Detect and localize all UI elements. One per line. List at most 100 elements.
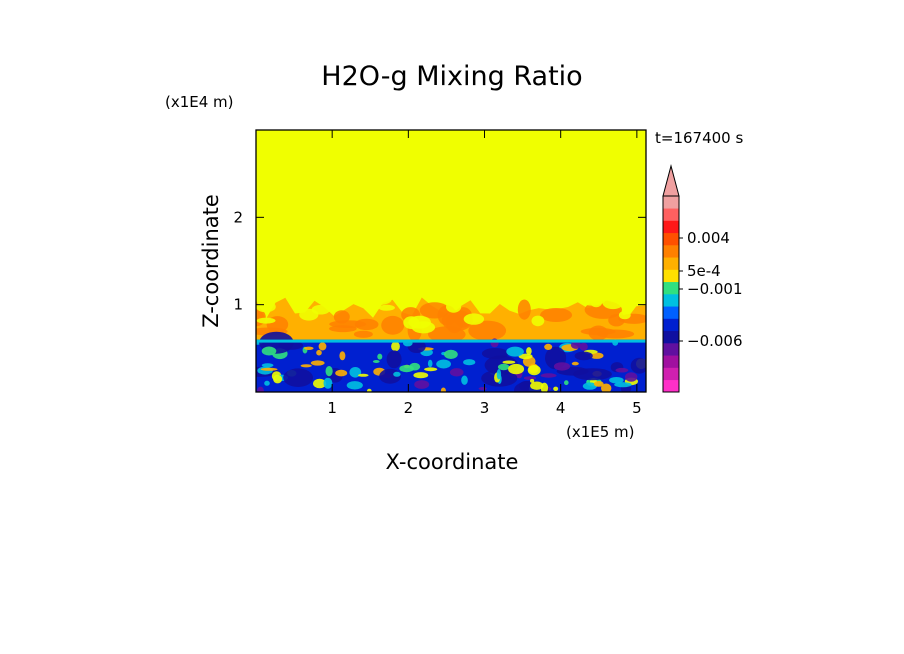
turbulent-blob	[386, 350, 402, 369]
turbulent-blob	[424, 367, 438, 372]
plume-blob	[540, 308, 573, 322]
turbulent-blob	[358, 373, 369, 377]
turbulent-blob	[506, 346, 524, 357]
plume-blob	[329, 325, 357, 333]
turbulent-blob	[436, 359, 451, 369]
intrusion-blob	[411, 321, 436, 334]
x-tick-label: 5	[632, 399, 642, 417]
turbulent-blob	[553, 362, 571, 371]
y-scale-label: (x1E4 m)	[165, 93, 234, 111]
turbulent-blob	[264, 380, 270, 386]
colorbar-swatch	[663, 306, 679, 319]
turbulent-blob	[571, 361, 579, 366]
turbulent-blob	[335, 369, 348, 377]
turbulent-blob	[316, 349, 322, 356]
turbulent-blob	[589, 352, 604, 359]
turbulent-blob	[540, 382, 549, 392]
colorbar-swatch	[663, 232, 679, 246]
intrusion-blob	[256, 301, 276, 313]
intrusion-blob	[363, 294, 392, 306]
turbulent-blob	[625, 372, 638, 382]
plume-blob	[381, 315, 405, 335]
colorbar-extend	[662, 164, 680, 197]
turbulent-blob	[261, 346, 277, 356]
turbulent-blob	[278, 341, 304, 350]
turbulent-blob	[496, 369, 502, 380]
turbulent-blob	[300, 364, 312, 368]
turbulent-blob	[313, 378, 327, 389]
turbulent-blob	[304, 346, 314, 350]
x-tick-label: 4	[556, 399, 566, 417]
turbulent-blob	[391, 341, 400, 352]
turbulent-blob	[339, 351, 346, 361]
turbulent-blob	[261, 363, 274, 368]
turbulent-blob	[564, 380, 569, 386]
colorbar-swatch	[663, 220, 679, 234]
turbulent-blob	[372, 360, 380, 363]
colorbar-frame	[662, 195, 680, 393]
colorbar-swatch	[663, 367, 679, 381]
intrusion-blob	[378, 304, 395, 311]
colorbar-swatch	[663, 379, 679, 393]
plume-blob	[353, 330, 373, 338]
turbulent-blob	[527, 365, 541, 376]
intrusion-blob	[602, 295, 624, 310]
colorbar: 0.004 5e-4−0.001 −0.006	[662, 164, 743, 393]
turbulent-blob	[526, 347, 532, 356]
colorbar-swatch	[663, 196, 679, 209]
turbulent-blob	[579, 342, 588, 351]
colorbar-swatch	[663, 208, 679, 221]
turbulent-blob	[530, 381, 544, 390]
turbulent-blob	[367, 388, 372, 392]
turbulent-blob	[257, 386, 264, 392]
turbulent-blob	[393, 371, 401, 377]
colorbar-tick-label: 0.004	[687, 229, 730, 247]
colorbar-swatch	[663, 281, 679, 295]
y-tick-label: 2	[233, 208, 243, 226]
colorbar-swatch	[663, 318, 679, 332]
time-label: t=167400 s	[655, 129, 743, 147]
colorbar-swatch	[663, 343, 679, 356]
intrusion-blob	[590, 296, 603, 308]
plume-blob	[517, 299, 531, 320]
turbulent-blob	[497, 363, 510, 371]
intrusion-blob	[463, 313, 485, 325]
y-axis-label: Z-coordinate	[199, 194, 223, 328]
turbulent-blob	[377, 353, 383, 360]
intrusion-blob	[446, 301, 462, 313]
colorbar-swatch	[663, 269, 679, 283]
plume-blob	[468, 320, 507, 341]
turbulent-blob	[573, 368, 612, 381]
y-tick-label: 1	[233, 296, 243, 314]
turbulent-blob	[601, 383, 612, 392]
turbulent-blob	[461, 375, 468, 385]
colorbar-tick-label: 5e-4	[687, 262, 721, 280]
x-axis: 1 2 3 4 5	[327, 130, 642, 417]
turbulent-blob	[508, 363, 525, 375]
colorbar-swatch	[663, 355, 679, 368]
turbulent-blob	[310, 360, 325, 366]
turbulent-blob	[574, 351, 593, 361]
x-tick-label: 1	[327, 399, 337, 417]
turbulent-blob	[478, 387, 487, 391]
colorbar-swatch	[663, 257, 679, 270]
turbulent-blob	[570, 341, 582, 349]
colorbar-tick-label: −0.006	[687, 332, 743, 350]
colorbar-swatch	[663, 294, 679, 307]
colorbar-tick-label: −0.001	[687, 280, 743, 298]
turbulent-blob	[283, 368, 313, 388]
turbulent-blob	[523, 376, 537, 380]
x-tick-label: 2	[404, 399, 414, 417]
colorbar-swatch	[663, 330, 679, 344]
turbulent-blob	[260, 367, 278, 371]
chart-title: H2O-g Mixing Ratio	[321, 61, 582, 92]
turbulent-blob	[325, 366, 333, 377]
turbulent-blob	[615, 367, 629, 373]
turbulent-blob	[463, 359, 476, 366]
x-axis-label: X-coordinate	[386, 450, 519, 474]
turbulent-blob	[530, 378, 535, 383]
intrusion-blob	[618, 310, 631, 320]
intrusion-blob	[311, 304, 330, 315]
turbulent-blob	[502, 360, 516, 364]
